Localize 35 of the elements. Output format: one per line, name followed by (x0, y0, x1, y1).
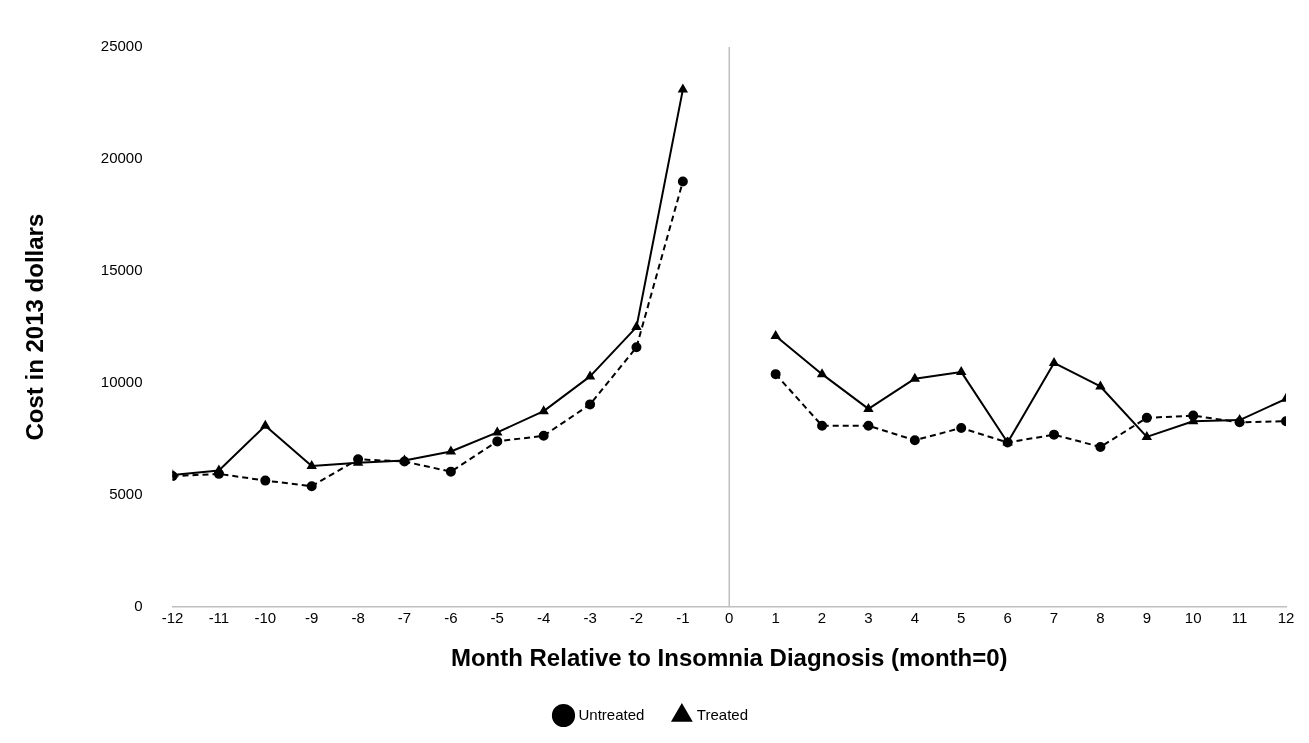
x-tick-label: -7 (397, 609, 412, 627)
x-tick-label: -4 (537, 609, 551, 627)
y-tick-label: 10000 (100, 373, 143, 391)
x-tick-label: 8 (1096, 609, 1105, 627)
x-tick-label: 0 (725, 609, 734, 627)
x-tick-label: -11 (208, 609, 230, 627)
x-tick-label: -9 (305, 609, 319, 627)
x-tick-label: 1 (771, 609, 780, 627)
x-tick-label: -10 (254, 609, 277, 627)
legend-label: Untreated (578, 705, 645, 723)
x-tick-label: 7 (1049, 609, 1059, 627)
y-tick-label: 5000 (109, 485, 143, 503)
x-tick-label: -8 (351, 609, 365, 627)
x-tick-label: -6 (444, 609, 458, 627)
y-tick-label: 15000 (100, 261, 143, 279)
x-tick-label: 9 (1142, 609, 1151, 627)
x-tick-label: -5 (490, 609, 504, 627)
x-tick-label: -12 (161, 609, 184, 627)
y-axis-title: Cost in 2013 dollars (21, 213, 49, 441)
x-tick-label: 2 (817, 609, 827, 627)
x-tick-label: 12 (1277, 609, 1295, 627)
y-tick-label: 0 (134, 597, 143, 615)
y-tick-label: 20000 (100, 149, 143, 167)
x-tick-label: -3 (583, 609, 597, 627)
x-axis-title: Month Relative to Insomnia Diagnosis (month=0) (450, 644, 1008, 672)
legend-label: Treated (696, 705, 749, 723)
x-tick-label: 4 (910, 609, 920, 627)
x-tick-label: -1 (676, 609, 690, 627)
x-tick-label: 6 (1003, 609, 1012, 627)
x-tick-label: 10 (1184, 609, 1202, 627)
x-tick-label: -2 (629, 609, 644, 627)
x-tick-label: 5 (957, 609, 966, 627)
x-tick-label: 3 (864, 609, 873, 627)
y-tick-label: 25000 (100, 37, 143, 55)
x-tick-label: 11 (1231, 609, 1248, 627)
